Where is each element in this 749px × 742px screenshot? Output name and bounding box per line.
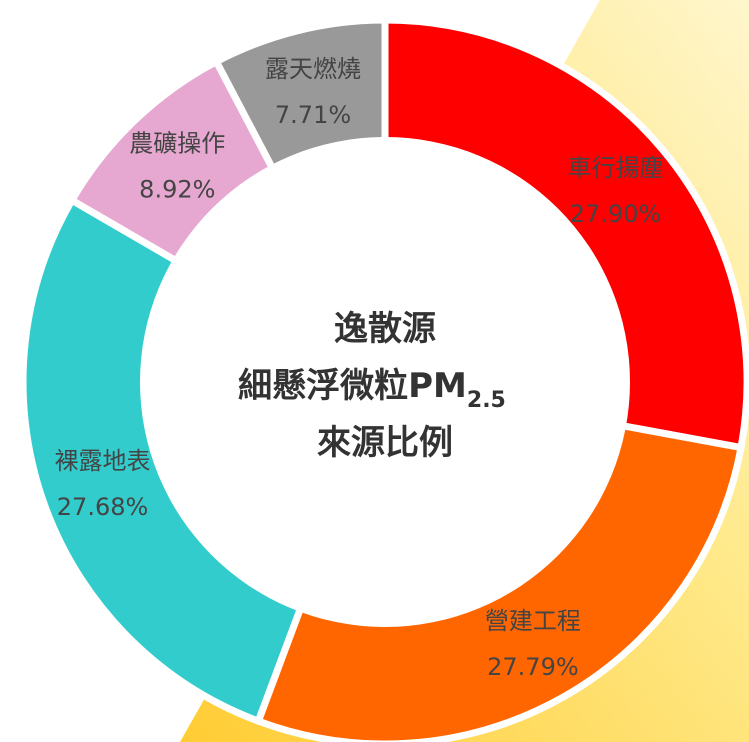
slice-label: 裸露地表 (55, 447, 151, 475)
title-subscript: 2.5 (467, 388, 506, 413)
slice-label: 營建工程 (485, 607, 581, 635)
value-label: 7.71% (275, 101, 351, 129)
title-line: 來源比例 (317, 423, 453, 463)
slice-label: 露天燃燒 (265, 55, 361, 83)
slice-label: 農礦操作 (129, 130, 225, 158)
donut-hole (140, 137, 630, 627)
labels: 車行揚塵 27.90% 營建工程 27.79% 裸露地表 27.68% 農礦操作 8.92% 露… (55, 55, 664, 681)
title-line: 細懸浮微粒PM2.5 (238, 366, 506, 413)
value-label: 27.90% (570, 200, 662, 228)
value-label: 8.92% (139, 176, 215, 204)
value-label: 27.79% (487, 653, 579, 681)
title-line: 逸散源 (334, 309, 436, 349)
title-text: 細懸浮微粒PM (238, 366, 467, 406)
slice-label: 車行揚塵 (568, 154, 664, 182)
value-label: 27.68% (57, 493, 149, 521)
